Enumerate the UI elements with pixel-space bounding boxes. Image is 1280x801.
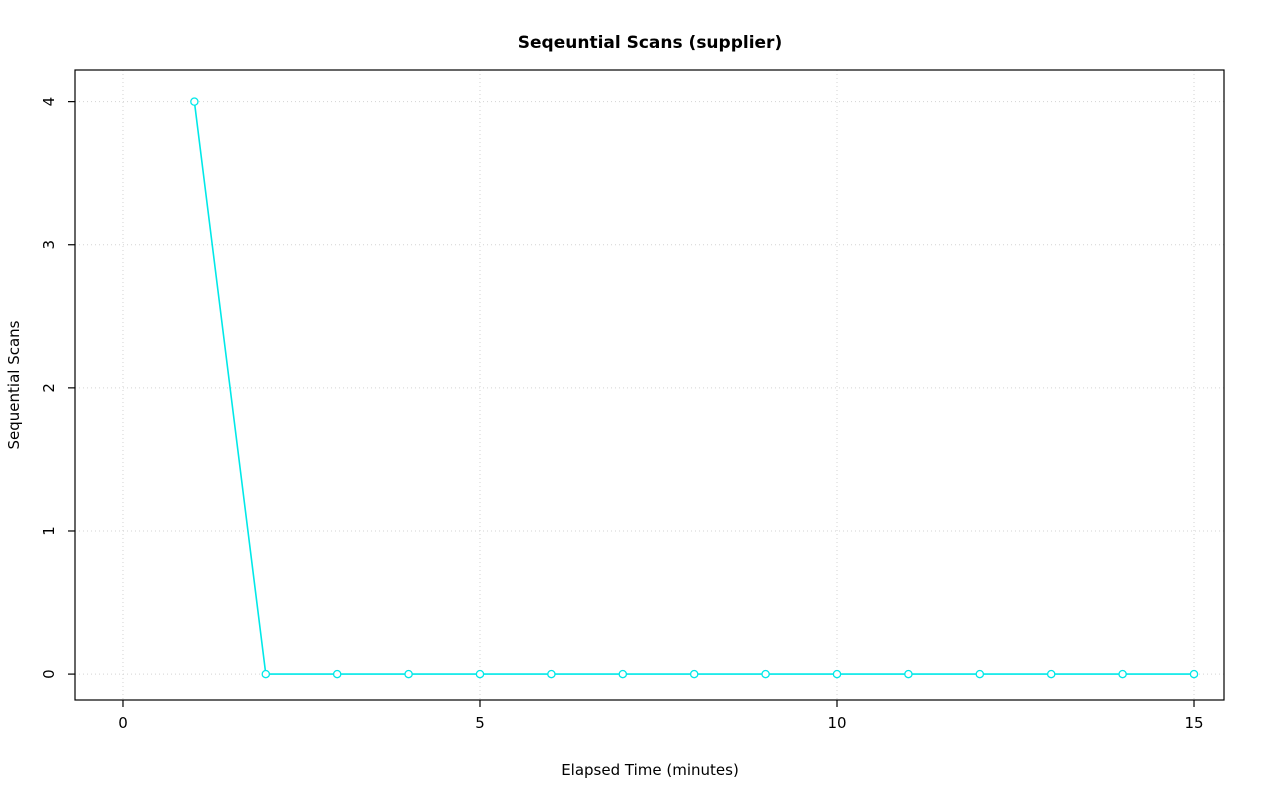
axis-ticks: 0 5 10 15 0 1 2 3 4	[40, 97, 1204, 732]
chart-title: Seqeuntial Scans (supplier)	[518, 33, 782, 53]
data-point-marker	[1046, 669, 1056, 679]
data-point-marker	[975, 669, 985, 679]
data-series	[190, 97, 1199, 679]
data-point-marker	[404, 669, 413, 679]
data-point-marker	[475, 669, 485, 679]
y-axis-label: Sequential Scans	[5, 320, 23, 449]
data-point-marker	[261, 669, 271, 679]
data-point-marker	[689, 669, 699, 679]
gridlines	[75, 70, 1224, 700]
series-line	[193, 100, 1195, 675]
x-axis-label: Elapsed Time (minutes)	[561, 761, 739, 779]
data-point-marker	[618, 669, 628, 679]
data-point-marker	[1118, 669, 1127, 679]
x-tick-label: 10	[827, 714, 846, 732]
y-tick-label: 0	[40, 669, 58, 679]
plot-box	[74, 69, 1225, 701]
data-point-marker	[547, 669, 556, 679]
y-tick-label: 2	[40, 383, 58, 393]
x-tick-label: 0	[118, 714, 128, 732]
data-point-marker	[332, 669, 342, 679]
x-tick-label: 15	[1184, 714, 1203, 732]
data-point-marker	[904, 669, 913, 679]
data-point-marker	[1189, 669, 1199, 679]
x-tick-label: 5	[475, 714, 485, 732]
data-point-marker	[761, 669, 770, 679]
y-tick-label: 1	[40, 526, 58, 536]
data-point-marker	[190, 97, 199, 106]
data-point-marker	[832, 669, 842, 679]
y-tick-label: 3	[40, 240, 58, 250]
y-tick-label: 4	[40, 97, 58, 107]
